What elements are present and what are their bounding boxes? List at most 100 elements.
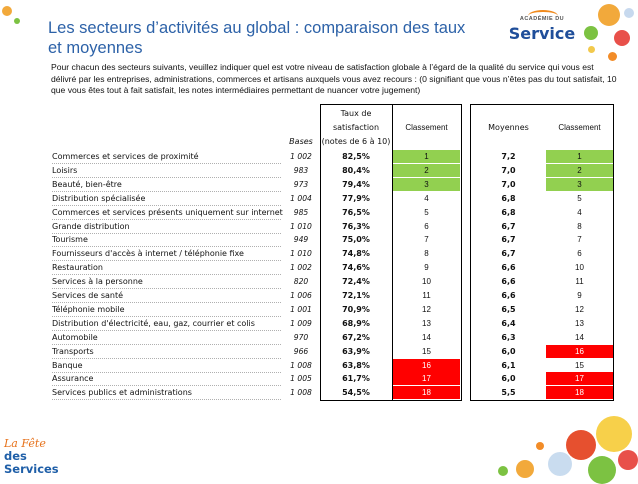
academie-du-service-logo: ACADÉMIE DU Service: [500, 10, 584, 50]
rank-rate: 6: [424, 221, 429, 231]
base-value: 949: [293, 235, 309, 245]
base-value: 985: [293, 207, 309, 217]
base-value: 1 010: [290, 249, 312, 259]
average-score: 6,7: [501, 221, 516, 231]
rank-average: 12: [575, 304, 584, 314]
table-row: Loisirs 983 80,4% 2 7,0 2: [52, 163, 613, 178]
rank-rate: 7: [424, 235, 429, 245]
table-row: Distribution d'électricité, eau, gaz, co…: [52, 317, 612, 331]
base-value: 1 005: [290, 374, 312, 384]
rank-average: 1: [546, 150, 613, 163]
average-score: 6,5: [501, 304, 516, 314]
rank-rate: 2: [393, 163, 460, 177]
satisfaction-rate: 72,1%: [342, 291, 370, 300]
rank-average: 4: [577, 207, 582, 217]
base-value: 1 010: [290, 221, 312, 231]
satisfaction-rate: 74,6%: [342, 263, 370, 273]
sector-label: Restauration: [52, 261, 281, 276]
table-border: [461, 104, 462, 401]
sector-label: Distribution spécialisée: [52, 192, 281, 206]
decor-circle: [618, 450, 638, 470]
table-row: Grande distribution 1 010 76,3% 6 6,7 8: [52, 220, 612, 234]
sector-label: Grande distribution: [52, 220, 281, 234]
decor-circle: [624, 8, 634, 18]
satisfaction-rate: 63,9%: [342, 346, 370, 356]
decor-circle: [598, 4, 620, 26]
satisfaction-rate: 75,0%: [342, 235, 370, 245]
table-row: Beauté, bien-être 973 79,4% 3 7,0 3: [52, 177, 613, 192]
average-score: 6,6: [501, 263, 516, 273]
fete-des-services-logo: La Fête des Services: [4, 438, 84, 476]
table-row: Téléphonie mobile 1 001 70,9% 12 6,5 12: [52, 303, 612, 317]
sector-label: Distribution d'électricité, eau, gaz, co…: [52, 317, 281, 331]
rank-average: 5: [577, 193, 582, 203]
sector-label: Téléphonie mobile: [52, 303, 281, 317]
header-moyennes: Moyennes: [488, 123, 529, 132]
table-row: Assurance 1 005 61,7% 17 6,0 17: [52, 372, 613, 387]
table-row: Fournisseurs d'accès à internet / téléph…: [52, 247, 612, 262]
decor-circle: [566, 430, 596, 460]
table-border: [470, 104, 471, 401]
sector-label: Beauté, bien-être: [52, 178, 281, 192]
rank-average: 13: [575, 318, 584, 328]
satisfaction-rate: 80,4%: [342, 165, 370, 175]
sector-label: Assurance: [52, 372, 281, 387]
rank-average: 11: [575, 277, 584, 287]
rank-rate: 10: [422, 277, 431, 287]
table-row: Tourisme 949 75,0% 7 6,7 7: [52, 233, 612, 248]
rank-rate: 12: [422, 304, 431, 314]
rank-rate: 17: [393, 372, 460, 386]
rank-average: 15: [575, 360, 584, 370]
table-row: Services à la personne 820 72,4% 10 6,6 11: [52, 275, 612, 290]
table-row: Distribution spécialisée 1 004 77,9% 4 6,8 5: [52, 192, 612, 206]
rank-rate: 11: [422, 291, 431, 300]
satisfaction-rate: 61,7%: [342, 374, 370, 384]
satisfaction-rate: 74,8%: [342, 249, 370, 259]
header-rate-line1: Taux de: [340, 109, 372, 118]
rank-rate: 15: [422, 346, 431, 356]
decor-circle: [2, 6, 12, 16]
average-score: 6,0: [501, 374, 516, 384]
logo-top-text: ACADÉMIE DU: [519, 16, 565, 22]
sector-label: Services de santé: [52, 289, 281, 303]
table-border: [320, 104, 462, 105]
header-rate-line3: (notes de 6 à 10): [321, 137, 391, 146]
sector-label: Automobile: [52, 331, 281, 345]
header-rank2: Classement: [558, 123, 601, 132]
rank-rate: 9: [424, 263, 429, 273]
base-value: 1 001: [290, 304, 312, 314]
rank-average: 8: [577, 221, 582, 231]
base-value: 1 002: [290, 263, 312, 273]
rank-rate: 5: [424, 207, 429, 217]
decor-circle: [498, 466, 508, 476]
satisfaction-rate: 67,2%: [342, 332, 370, 342]
average-score: 6,4: [501, 318, 516, 328]
rank-rate: 16: [393, 358, 460, 372]
sector-label: Services publics et administrations: [52, 386, 281, 401]
table-row: Commerces et services de proximité 1 002 8…: [52, 150, 613, 164]
rank-average: 6: [577, 249, 582, 259]
average-score: 6,7: [501, 235, 516, 245]
decor-circle: [588, 456, 616, 484]
rank-average: 9: [577, 291, 582, 300]
rank-average: 10: [575, 263, 584, 273]
sector-label: Loisirs: [52, 164, 281, 178]
satisfaction-rate: 70,9%: [342, 304, 370, 314]
average-score: 6,1: [501, 360, 516, 370]
table-border: [320, 104, 321, 401]
rank-average: 18: [546, 386, 613, 400]
average-score: 7,2: [501, 152, 516, 161]
base-value: 973: [293, 179, 309, 189]
base-value: 983: [293, 165, 309, 175]
sector-label: Commerces et services de proximité: [52, 150, 281, 164]
decor-circle: [516, 460, 534, 478]
decor-circle: [588, 46, 595, 53]
question-text: Pour chacun des secteurs suivants, veuil…: [51, 62, 617, 96]
table-row: Commerces et services présents uniquemen…: [52, 206, 612, 220]
table-row: Transports 966 63,9% 15 6,0 16: [52, 344, 613, 359]
fete-logo-line1: La Fête: [4, 437, 46, 450]
satisfaction-rate: 68,9%: [342, 318, 370, 328]
table-row: Restauration 1 002 74,6% 9 6,6 10: [52, 261, 612, 276]
base-value: 1 008: [290, 360, 312, 370]
table-row: Services de santé 1 006 72,1% 11 6,6 9: [52, 289, 612, 303]
